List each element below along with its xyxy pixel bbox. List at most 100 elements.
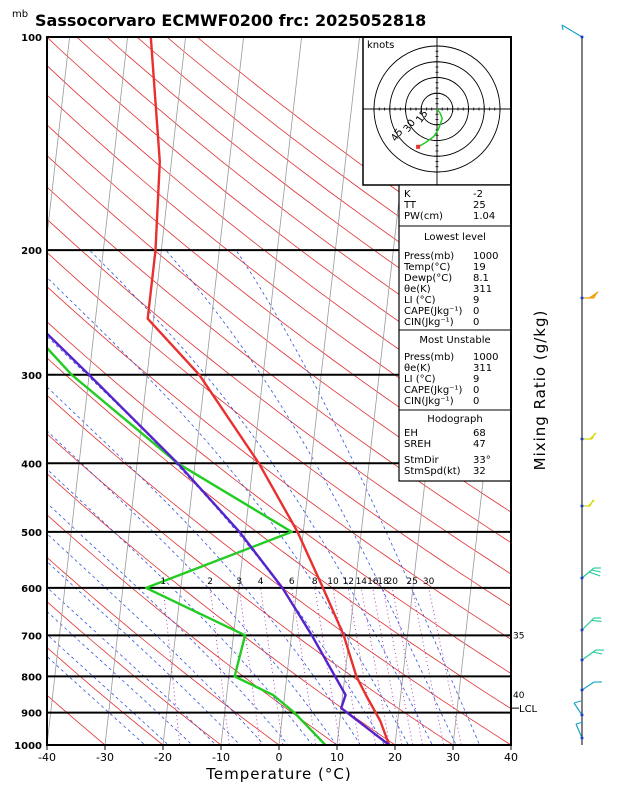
- dry-adiabat: [47, 601, 222, 745]
- pressure-tick-label: 1000: [14, 741, 42, 752]
- index-label: Temp(°C): [403, 262, 451, 273]
- temperature-tick-label: 40: [504, 751, 518, 764]
- index-value: 311: [473, 284, 492, 295]
- wind-barb-dot: [580, 35, 584, 39]
- index-label: SREH: [404, 439, 431, 450]
- moist-adiabat: [47, 276, 409, 745]
- moist-adiabat: [89, 249, 433, 745]
- index-label: LI (°C): [404, 295, 436, 306]
- mixing-ratio-line: [238, 587, 261, 745]
- index-label: LI (°C): [404, 374, 436, 385]
- index-label: StmSpd(kt): [404, 466, 461, 477]
- index-value: 33°: [473, 455, 491, 466]
- wind-barb-flag: [575, 721, 584, 725]
- dry-adiabat: [47, 473, 396, 745]
- wind-barb-flag: [589, 571, 601, 577]
- dry-adiabat: [47, 556, 280, 745]
- index-value: 0: [473, 306, 479, 317]
- index-label: TT: [403, 200, 417, 211]
- hodograph-unit-label: knots: [367, 40, 394, 51]
- profile-line-3: [47, 331, 390, 745]
- temperature-tick-label: 30: [446, 751, 460, 764]
- section-title: Hodograph: [427, 414, 482, 425]
- index-value: 1000: [473, 352, 498, 363]
- mixing-ratio-axis-label: Mixing Ratio (g/kg): [531, 310, 549, 471]
- wind-barb-dot: [580, 628, 584, 632]
- mixing-ratio-label: 10: [327, 577, 339, 587]
- isotherm: [104, 37, 186, 745]
- isotherm: [567, 5, 618, 760]
- wind-barb-dot: [580, 437, 584, 441]
- dry-adiabat: [47, 286, 511, 640]
- pressure-tick-label: 100: [21, 33, 42, 44]
- moist-adiabats: [47, 249, 481, 745]
- index-value: 19: [473, 262, 486, 273]
- wind-barb: [581, 649, 597, 661]
- pressure-tick-label: 900: [21, 709, 42, 720]
- plot-area: [0, 5, 618, 760]
- pressure-axis: 100 200 300 400 500 600 700 800 900 1000: [14, 33, 42, 752]
- index-value: 0: [473, 385, 479, 396]
- profile-line-1: [146, 37, 391, 745]
- wind-barb-flag: [589, 432, 597, 440]
- wind-barb-flag: [591, 619, 602, 622]
- dry-adiabat: [47, 154, 511, 513]
- mixing-ratio-label: 14: [356, 577, 368, 587]
- pressure-unit-label: mb: [12, 9, 28, 20]
- wind-barb-dot: [580, 736, 584, 740]
- mixing-ratio-line: [260, 587, 284, 745]
- x-axis-label: Temperature (°C): [205, 765, 351, 783]
- temperature-tick-label: 0: [276, 751, 283, 764]
- mixing-ratio-line: [162, 587, 181, 745]
- temperature-tick-label: -10: [212, 751, 230, 764]
- mixing-ratio-label: 16: [367, 577, 379, 587]
- index-value: 68: [473, 428, 486, 439]
- mixing-ratio-line: [332, 587, 360, 745]
- pressure-tick-label: 600: [21, 584, 42, 595]
- index-value: 47: [473, 439, 486, 450]
- dry-adiabat: [47, 37, 511, 398]
- wind-barb-dot: [580, 713, 584, 717]
- profile-line-2: [47, 346, 327, 745]
- wind-barb-dot: [580, 576, 584, 580]
- isotherm: [278, 37, 360, 745]
- wind-barb-flag: [561, 24, 564, 31]
- index-label: CAPE(Jkg⁻¹): [404, 385, 462, 396]
- wind-barb-dot: [580, 504, 584, 508]
- index-value: 25: [473, 200, 486, 211]
- dry-adiabat: [47, 251, 511, 607]
- moist-adiabat: [47, 386, 361, 745]
- index-value: -2: [473, 189, 483, 200]
- wind-barb-dot: [580, 688, 584, 692]
- mixing-ratio-label: 20: [387, 577, 399, 587]
- dry-adiabats: [47, 37, 511, 745]
- dry-adiabat: [47, 647, 164, 745]
- index-value: 0: [473, 396, 479, 407]
- mixing-ratio-label: 18: [377, 577, 389, 587]
- isotherm: [220, 37, 302, 745]
- dry-adiabat: [47, 218, 511, 575]
- dry-adiabat: [47, 514, 338, 745]
- moist-adiabat: [47, 533, 265, 745]
- index-label: StmDir: [404, 455, 439, 466]
- moist-adiabat: [47, 335, 385, 745]
- dry-adiabat: [47, 321, 511, 675]
- index-value: 1.04: [473, 211, 495, 222]
- index-label: θe(K): [404, 284, 431, 295]
- temperature-tick-label: -40: [38, 751, 56, 764]
- indices-box: [398, 184, 512, 482]
- mixing-ratio-line: [209, 587, 230, 745]
- index-label: Press(mb): [404, 251, 454, 262]
- wind-barb: [581, 681, 595, 691]
- dry-adiabat: [47, 394, 511, 745]
- mixing-ratio-label: 3: [236, 577, 242, 587]
- pressure-tick-label: 300: [21, 371, 42, 382]
- lcl-label: LCL: [519, 704, 538, 715]
- isotherm: [0, 5, 15, 760]
- temperature-tick-label: 20: [388, 751, 402, 764]
- pressure-tick-label: 700: [21, 631, 42, 642]
- wind-barb-flag: [573, 700, 582, 704]
- temperature-tick-label: -30: [96, 751, 114, 764]
